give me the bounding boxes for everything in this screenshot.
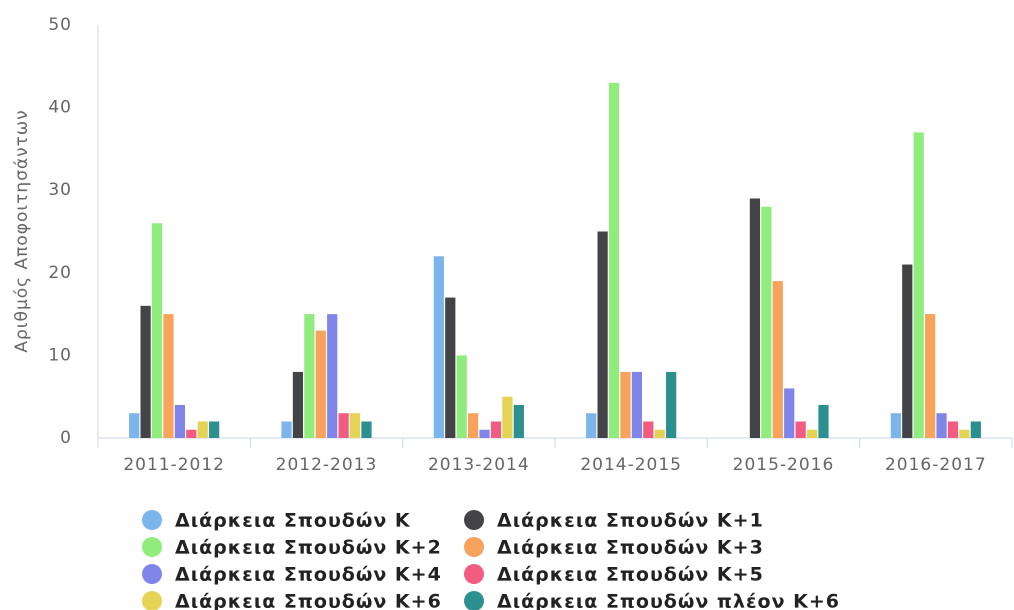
bar bbox=[913, 132, 924, 438]
bar bbox=[304, 314, 315, 438]
bar bbox=[749, 198, 761, 438]
bar bbox=[666, 371, 677, 438]
bar bbox=[818, 404, 829, 438]
legend-label: Διάρκεια Σπουδών Κ+4 bbox=[175, 564, 442, 586]
x-tick-label: 2013-2014 bbox=[428, 455, 530, 475]
bar bbox=[795, 421, 806, 438]
bar bbox=[281, 421, 292, 438]
bar bbox=[947, 421, 959, 438]
bar bbox=[327, 314, 338, 438]
legend-marker bbox=[142, 537, 162, 557]
bar bbox=[163, 314, 174, 438]
bar bbox=[338, 413, 349, 438]
y-tick-label: 40 bbox=[48, 98, 72, 118]
legend-label: Διάρκεια Σπουδών Κ+6 bbox=[175, 591, 442, 610]
bar bbox=[151, 223, 163, 438]
bar bbox=[806, 429, 818, 438]
bar bbox=[654, 429, 665, 438]
bar bbox=[349, 413, 361, 438]
bar bbox=[292, 371, 304, 438]
bar bbox=[925, 314, 936, 438]
bar bbox=[468, 413, 479, 438]
x-tick-label: 2016-2017 bbox=[885, 455, 987, 475]
legend-marker bbox=[464, 564, 484, 584]
legend-label: Διάρκεια Σπουδών πλέον Κ+6 bbox=[497, 591, 840, 610]
bar bbox=[586, 413, 597, 438]
bar bbox=[608, 82, 620, 438]
bar bbox=[490, 421, 502, 438]
bar bbox=[890, 413, 901, 438]
bar bbox=[197, 421, 208, 438]
legend-label: Διάρκεια Σπουδών Κ+1 bbox=[497, 510, 764, 532]
x-tick-label: 2012-2013 bbox=[276, 455, 378, 475]
bar bbox=[315, 330, 326, 438]
bar bbox=[174, 404, 185, 438]
bar bbox=[209, 421, 220, 438]
legend-marker bbox=[464, 510, 484, 530]
bar bbox=[597, 231, 608, 438]
legend-marker bbox=[142, 564, 162, 584]
bar bbox=[936, 413, 947, 438]
legend-marker bbox=[464, 537, 484, 557]
bar bbox=[433, 256, 444, 438]
y-axis-label: Αριθμός Αποφοιτησάντων bbox=[12, 109, 32, 352]
x-tick-label: 2014-2015 bbox=[580, 455, 682, 475]
legend-marker bbox=[464, 591, 484, 610]
y-tick-label: 10 bbox=[48, 345, 72, 365]
x-tick-label: 2015-2016 bbox=[733, 455, 835, 475]
bar bbox=[631, 371, 642, 438]
legend-marker bbox=[142, 510, 162, 530]
bar bbox=[502, 396, 513, 438]
bar bbox=[902, 264, 913, 438]
bar bbox=[140, 305, 151, 438]
y-tick-label: 50 bbox=[48, 15, 72, 35]
bar bbox=[970, 421, 981, 438]
bar bbox=[643, 421, 654, 438]
legend-label: Διάρκεια Σπουδών Κ+2 bbox=[175, 537, 442, 559]
bar bbox=[620, 371, 631, 438]
bar bbox=[445, 297, 456, 438]
bar bbox=[772, 281, 783, 438]
y-tick-label: 30 bbox=[48, 180, 72, 200]
bar bbox=[959, 429, 970, 438]
y-tick-label: 20 bbox=[48, 263, 72, 283]
bar bbox=[186, 429, 197, 438]
legend-label: Διάρκεια Σπουδών Κ bbox=[175, 510, 411, 532]
bar bbox=[761, 206, 772, 438]
y-tick-label: 0 bbox=[60, 428, 72, 448]
bar bbox=[513, 404, 524, 438]
bar bbox=[479, 429, 490, 438]
bar bbox=[361, 421, 372, 438]
legend-label: Διάρκεια Σπουδών Κ+3 bbox=[497, 537, 764, 559]
x-tick-label: 2011-2012 bbox=[123, 455, 225, 475]
bar bbox=[456, 355, 467, 438]
bar bbox=[129, 413, 140, 438]
bar bbox=[784, 388, 795, 438]
legend-label: Διάρκεια Σπουδών Κ+5 bbox=[497, 564, 764, 586]
legend-marker bbox=[142, 591, 162, 610]
